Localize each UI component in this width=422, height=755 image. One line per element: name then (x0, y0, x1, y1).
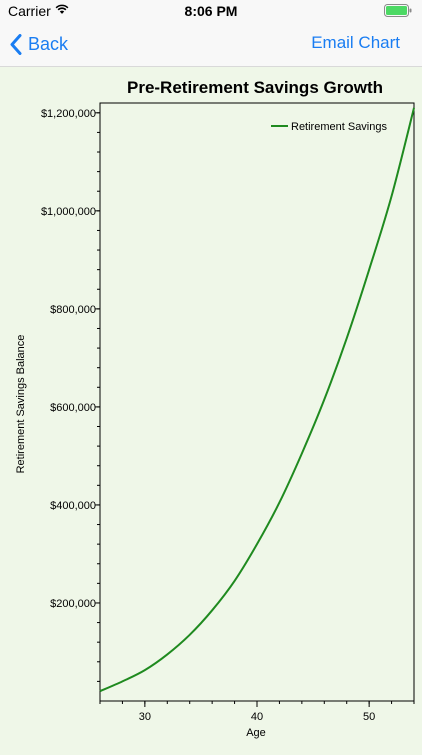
y-tick-label: $600,000 (50, 402, 96, 414)
x-tick-label: 30 (139, 711, 151, 723)
x-tick-label: 40 (251, 711, 263, 723)
chart-legend: Retirement Savings (271, 121, 387, 133)
savings-chart: Pre-Retirement Savings Growth $200,000 $4… (15, 78, 415, 739)
carrier-label: Carrier (8, 3, 51, 19)
chevron-left-icon (10, 33, 22, 55)
battery-icon (384, 4, 412, 17)
y-tick-label: $800,000 (50, 304, 96, 316)
y-tick-label: $1,000,000 (41, 206, 96, 218)
y-tick-label: $200,000 (50, 598, 96, 610)
status-time: 8:06 PM (184, 3, 238, 19)
y-tick-label: $400,000 (50, 500, 96, 512)
email-chart-button[interactable]: Email Chart (311, 33, 400, 52)
x-axis-label: Age (246, 727, 266, 739)
series-line-retirement-savings (99, 107, 415, 693)
y-axis-label: Retirement Savings Balance (15, 335, 27, 474)
back-button-label: Back (28, 33, 69, 54)
status-bar: Carrier 8:06 PM (0, 0, 422, 22)
x-tick-label: 50 (363, 711, 375, 723)
navigation-bar: Back Email Chart (0, 22, 422, 67)
y-tick-label: $1,200,000 (41, 108, 96, 120)
back-button[interactable]: Back (10, 32, 68, 56)
legend-label: Retirement Savings (291, 121, 387, 133)
chart-title: Pre-Retirement Savings Growth (127, 78, 383, 97)
chart-container: Pre-Retirement Savings Growth $200,000 $4… (0, 67, 422, 750)
plot-area (99, 102, 415, 702)
wifi-icon (55, 4, 69, 14)
